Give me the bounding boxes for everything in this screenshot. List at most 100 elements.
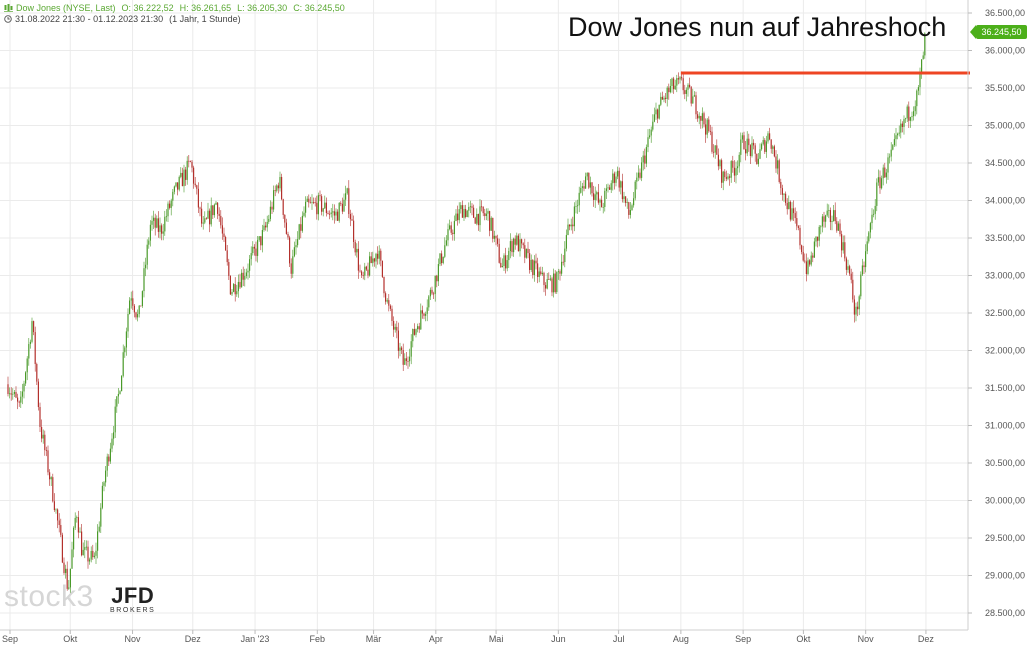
candle-body bbox=[204, 218, 206, 223]
candle-body bbox=[465, 209, 467, 218]
candle-body bbox=[625, 196, 627, 203]
candle-body bbox=[919, 73, 921, 88]
candle-body bbox=[477, 213, 479, 226]
candle-body bbox=[257, 239, 259, 256]
candle-body bbox=[66, 568, 68, 589]
candle-body bbox=[377, 253, 379, 259]
candle-body bbox=[378, 250, 380, 259]
candle-body bbox=[924, 33, 926, 56]
candle-body bbox=[714, 145, 716, 153]
candle-body bbox=[223, 233, 225, 237]
candle-body bbox=[186, 160, 188, 180]
candle-body bbox=[258, 236, 260, 240]
candle-body bbox=[509, 241, 511, 252]
candle-body bbox=[791, 208, 793, 220]
candle-body bbox=[535, 260, 537, 264]
candle-body bbox=[191, 161, 193, 168]
candle-body bbox=[359, 270, 361, 272]
candle-body bbox=[540, 271, 542, 275]
candle-body bbox=[522, 243, 524, 246]
candle-body bbox=[442, 256, 444, 264]
candle-body bbox=[529, 253, 531, 270]
candle-body bbox=[914, 106, 916, 112]
candle-body bbox=[743, 135, 745, 150]
candle-body bbox=[391, 308, 393, 321]
candle-body bbox=[842, 242, 844, 251]
candle-body bbox=[362, 275, 364, 277]
candle-body bbox=[770, 139, 772, 149]
candle-body bbox=[669, 85, 671, 93]
candle-body bbox=[906, 106, 908, 119]
candle-body bbox=[210, 205, 212, 225]
candle-body bbox=[137, 314, 139, 318]
candle-body bbox=[756, 153, 758, 165]
candle-body bbox=[196, 185, 198, 189]
candle-body bbox=[221, 225, 223, 234]
candle-body bbox=[207, 210, 209, 219]
candle-body bbox=[42, 434, 44, 439]
candle-body bbox=[601, 199, 603, 208]
candle-body bbox=[804, 260, 806, 262]
candle-body bbox=[479, 206, 481, 226]
candle-body bbox=[655, 109, 657, 115]
candle-body bbox=[180, 172, 182, 177]
candle-body bbox=[260, 236, 262, 246]
candle-body bbox=[106, 456, 108, 471]
candle-body bbox=[313, 202, 315, 203]
candle-body bbox=[650, 129, 652, 136]
candle-body bbox=[149, 224, 151, 241]
candle-body bbox=[610, 183, 612, 190]
candle-body bbox=[473, 207, 475, 218]
candle-body bbox=[165, 216, 167, 218]
candle-body bbox=[175, 182, 177, 187]
candle-body bbox=[826, 210, 828, 216]
candle-body bbox=[127, 313, 129, 332]
candle-body bbox=[809, 260, 811, 265]
candle-body bbox=[749, 145, 751, 156]
candle-body bbox=[701, 113, 703, 121]
candle-body bbox=[146, 244, 148, 265]
candle-body bbox=[415, 329, 417, 335]
candle-body bbox=[92, 550, 94, 558]
instrument-name: Dow Jones (NYSE, Last) bbox=[16, 3, 116, 13]
candle-body bbox=[533, 260, 535, 276]
candle-body bbox=[618, 170, 620, 188]
candle-body bbox=[807, 260, 809, 275]
candle-body bbox=[388, 300, 390, 306]
y-tick-label: 33.500,00 bbox=[985, 233, 1025, 243]
candle-body bbox=[831, 220, 833, 223]
candle-body bbox=[449, 225, 451, 230]
instrument-header: Dow Jones (NYSE, Last) O: 36.222,52 H: 36.… bbox=[4, 3, 345, 13]
candle-body bbox=[567, 224, 569, 236]
candle-body bbox=[236, 291, 238, 295]
candle-body bbox=[860, 274, 862, 297]
candle-body bbox=[853, 299, 855, 315]
candle-body bbox=[308, 198, 310, 203]
candle-body bbox=[551, 278, 553, 293]
candle-body bbox=[837, 223, 839, 231]
candle-body bbox=[813, 241, 815, 258]
candle-body bbox=[524, 245, 526, 258]
candle-body bbox=[676, 78, 678, 86]
candle-body bbox=[412, 329, 414, 342]
candle-body bbox=[631, 205, 633, 211]
candle-body bbox=[517, 235, 519, 252]
candle-body bbox=[717, 154, 719, 167]
candle-body bbox=[141, 291, 143, 306]
candle-body bbox=[879, 177, 881, 189]
candle-body bbox=[689, 84, 691, 88]
candle-body bbox=[609, 187, 611, 190]
candle-body bbox=[293, 247, 295, 257]
candle-body bbox=[586, 172, 588, 177]
candle-body bbox=[101, 485, 103, 508]
candle-body bbox=[698, 115, 700, 119]
candle-body bbox=[877, 177, 879, 183]
x-tick-label: Aug bbox=[673, 634, 689, 644]
candle-body bbox=[197, 188, 199, 208]
candle-body bbox=[585, 176, 587, 189]
candle-body bbox=[93, 555, 95, 558]
jfd-logo-subtext: BROKERS bbox=[110, 607, 156, 614]
y-tick-label: 31.500,00 bbox=[985, 383, 1025, 393]
candle-body bbox=[893, 139, 895, 146]
candle-body bbox=[321, 196, 323, 212]
